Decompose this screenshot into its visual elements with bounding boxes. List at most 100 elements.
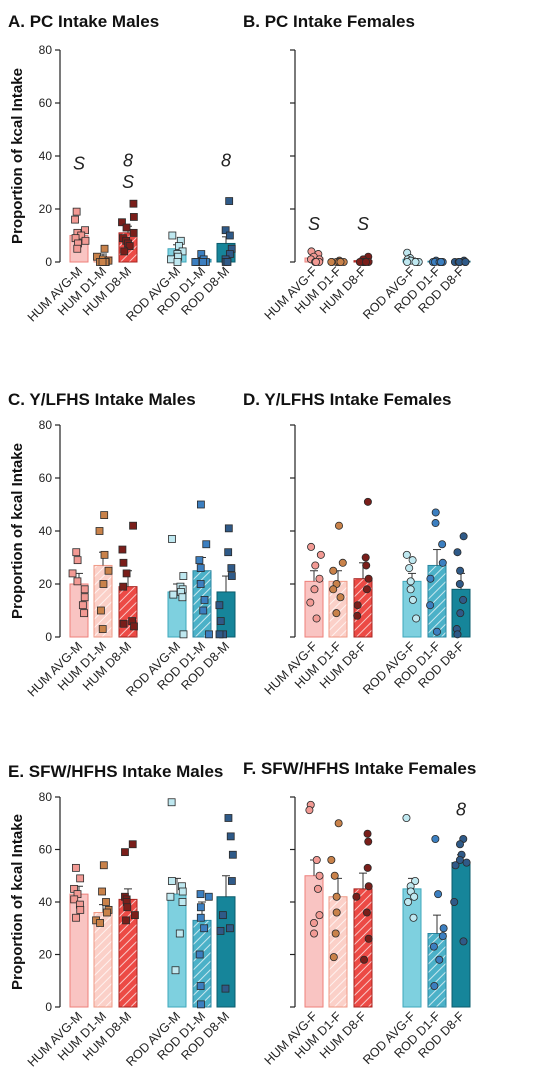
data-point-D-1-4 bbox=[329, 585, 338, 594]
data-point-D-0-4 bbox=[310, 585, 319, 594]
data-point-C-0-5 bbox=[80, 593, 89, 602]
data-point-F-3-4 bbox=[410, 892, 419, 901]
data-point-E-4-1 bbox=[204, 892, 213, 901]
y-tick-label: 80 bbox=[39, 43, 53, 57]
y-tick-label: 60 bbox=[39, 843, 53, 857]
data-point-E-4-2 bbox=[196, 903, 205, 912]
data-point-D-4-3 bbox=[438, 558, 447, 567]
y-tick-label: 40 bbox=[39, 895, 53, 909]
significance-mark-B-0: S bbox=[308, 214, 320, 234]
data-point-D-5-2 bbox=[456, 566, 465, 575]
data-point-B-1-7 bbox=[336, 257, 345, 266]
data-point-A-2-3 bbox=[122, 223, 131, 232]
data-point-A-2-9 bbox=[120, 247, 129, 256]
data-point-E-2-1 bbox=[121, 848, 129, 857]
data-point-C-1-6 bbox=[98, 625, 107, 633]
data-point-A-3-0 bbox=[168, 231, 177, 240]
data-point-A-1-0 bbox=[100, 244, 109, 253]
bar-F-5 bbox=[451, 862, 471, 1008]
data-point-D-4-6 bbox=[432, 627, 441, 636]
data-point-C-1-0 bbox=[100, 511, 109, 520]
data-point-F-4-0 bbox=[431, 835, 440, 844]
y-tick-label: 0 bbox=[45, 1000, 52, 1014]
data-point-E-5-5 bbox=[225, 924, 234, 933]
data-point-F-4-5 bbox=[435, 955, 444, 964]
data-point-B-5-7 bbox=[461, 257, 470, 266]
data-point-F-1-6 bbox=[329, 953, 338, 962]
data-point-F-2-0 bbox=[363, 829, 372, 838]
data-point-F-0-6 bbox=[309, 919, 318, 928]
data-point-E-4-6 bbox=[196, 982, 205, 990]
panel-title-E: E. SFW/HFHS Intake Males bbox=[8, 762, 223, 781]
data-point-C-0-7 bbox=[80, 609, 88, 618]
data-point-D-0-3 bbox=[315, 574, 324, 583]
data-point-E-0-0 bbox=[72, 863, 80, 872]
data-point-F-2-7 bbox=[360, 955, 369, 964]
data-point-D-5-3 bbox=[455, 580, 464, 589]
panel-title-D: D. Y/LFHS Intake Females bbox=[243, 390, 451, 409]
data-point-F-5-4 bbox=[462, 858, 471, 867]
data-point-D-1-6 bbox=[332, 609, 341, 618]
data-point-A-5-2 bbox=[225, 231, 234, 240]
data-point-F-5-3 bbox=[455, 856, 464, 865]
data-point-D-2-0 bbox=[363, 497, 372, 506]
y-tick-label: 60 bbox=[39, 96, 53, 110]
data-point-A-2-2 bbox=[118, 218, 126, 227]
data-point-F-1-5 bbox=[331, 929, 340, 938]
data-point-D-2-2 bbox=[362, 561, 371, 570]
data-point-B-1-5 bbox=[327, 257, 336, 266]
y-tick-label: 40 bbox=[39, 149, 53, 163]
data-point-F-1-3 bbox=[332, 892, 341, 901]
significance-mark-A-2: 8 bbox=[123, 151, 133, 171]
data-point-D-2-4 bbox=[362, 585, 371, 594]
data-point-C-1-1 bbox=[95, 527, 104, 535]
data-point-E-4-5 bbox=[195, 950, 204, 959]
data-point-E-3-3 bbox=[178, 887, 187, 896]
data-point-D-5-1 bbox=[453, 548, 462, 557]
data-point-C-4-5 bbox=[200, 596, 209, 604]
data-point-A-2-4 bbox=[129, 228, 138, 237]
data-point-C-1-4 bbox=[99, 580, 108, 588]
data-point-E-5-3 bbox=[227, 877, 236, 885]
data-point-A-5-4 bbox=[225, 250, 234, 258]
data-point-C-5-4 bbox=[215, 601, 224, 610]
data-point-A-5-7 bbox=[223, 258, 232, 266]
y-tick-label: 60 bbox=[39, 471, 53, 485]
y-axis-label: Proportion of kcal Intake bbox=[9, 443, 26, 619]
data-point-C-4-0 bbox=[196, 500, 205, 509]
data-point-E-3-6 bbox=[175, 929, 184, 938]
significance-mark-F-0: 8 bbox=[456, 799, 466, 819]
data-point-C-5-5 bbox=[216, 617, 225, 625]
data-point-C-0-4 bbox=[80, 585, 89, 594]
data-point-C-0-1 bbox=[73, 556, 82, 565]
data-point-D-4-2 bbox=[438, 540, 447, 549]
data-point-E-0-7 bbox=[72, 913, 80, 922]
data-point-A-4-5 bbox=[191, 258, 200, 266]
data-point-C-4-2 bbox=[195, 556, 204, 565]
data-point-C-3-0 bbox=[168, 535, 176, 543]
data-point-C-3-6 bbox=[178, 593, 187, 602]
data-point-C-3-1 bbox=[179, 572, 188, 580]
data-point-F-2-4 bbox=[352, 892, 361, 901]
bar-F-2 bbox=[353, 888, 373, 1008]
data-point-D-3-6 bbox=[412, 614, 421, 623]
data-point-C-5-3 bbox=[227, 572, 236, 580]
data-point-D-1-0 bbox=[334, 521, 343, 530]
data-point-D-5-4 bbox=[459, 595, 468, 604]
data-point-E-2-5 bbox=[123, 903, 132, 912]
data-point-D-4-4 bbox=[426, 574, 435, 583]
data-point-A-2-1 bbox=[129, 213, 138, 221]
data-point-C-5-2 bbox=[227, 564, 236, 572]
data-point-D-1-2 bbox=[329, 566, 338, 575]
y-tick-label: 80 bbox=[39, 790, 53, 804]
data-point-E-1-4 bbox=[103, 908, 111, 917]
data-point-C-5-0 bbox=[224, 524, 233, 533]
data-point-C-2-1 bbox=[118, 545, 127, 554]
panel-title-B: B. PC Intake Females bbox=[243, 12, 415, 31]
data-point-F-5-7 bbox=[459, 937, 468, 946]
panel-title-A: A. PC Intake Males bbox=[8, 12, 159, 31]
data-point-D-2-5 bbox=[353, 601, 362, 610]
data-point-A-0-1 bbox=[71, 215, 79, 224]
